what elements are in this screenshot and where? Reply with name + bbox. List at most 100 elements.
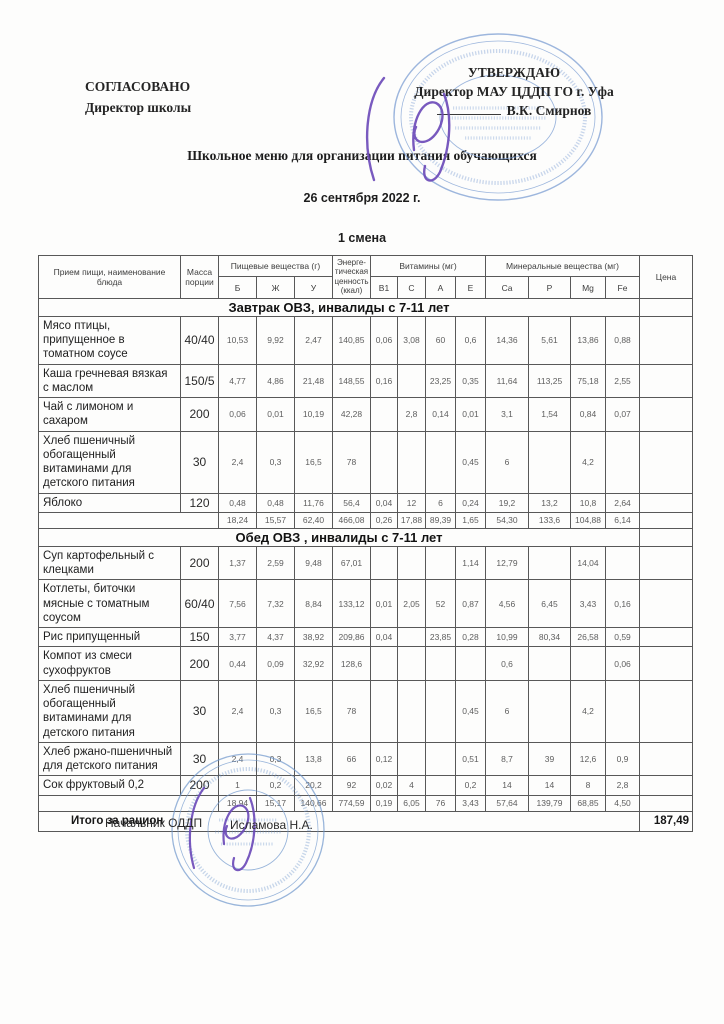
menu-row: Мясо птицы, припущенное в томатном соусе… bbox=[38, 315, 694, 365]
section-title: Завтрак ОВЗ, инвалиды с 7-11 лет bbox=[37, 297, 641, 317]
value-cell: 2,47 bbox=[294, 315, 333, 365]
value-cell: 10,8 bbox=[570, 492, 606, 513]
total-value: 139,79 bbox=[528, 794, 571, 812]
footer-name: Исламова Н.А. bbox=[230, 818, 313, 832]
price-cell bbox=[639, 315, 694, 365]
value-cell: 6 bbox=[425, 492, 456, 513]
portion-mass: 120 bbox=[180, 492, 219, 513]
section-title: Обед ОВЗ , инвалиды с 7-11 лет bbox=[37, 527, 641, 547]
total-value: 6,14 bbox=[604, 511, 641, 529]
total-value: 0,26 bbox=[370, 511, 398, 529]
dish-name: Сок фруктовый 0,2 bbox=[38, 775, 181, 796]
value-cell: 78 bbox=[332, 430, 371, 494]
value-cell: 128,6 bbox=[332, 646, 371, 681]
total-value: 68,85 bbox=[570, 794, 606, 812]
value-cell: 0,51 bbox=[455, 741, 486, 777]
value-cell bbox=[528, 646, 571, 681]
col-header-price: Цена bbox=[639, 255, 694, 299]
value-cell: 60 bbox=[425, 315, 456, 365]
value-cell: 80,34 bbox=[528, 626, 571, 648]
value-cell: 16,5 bbox=[294, 679, 333, 743]
value-cell: 6 bbox=[485, 679, 529, 743]
total-value: 18,24 bbox=[218, 511, 257, 529]
approved-signer-line: В.К. Смирнов bbox=[376, 101, 652, 120]
total-value: 17,88 bbox=[397, 511, 426, 529]
value-cell: 4 bbox=[397, 775, 426, 796]
totals-spacer bbox=[38, 511, 219, 529]
portion-mass: 200 bbox=[180, 646, 219, 681]
value-cell: 0,09 bbox=[256, 646, 295, 681]
portion-mass: 200 bbox=[180, 545, 219, 581]
value-cell bbox=[370, 679, 398, 743]
value-cell: 0,3 bbox=[256, 430, 295, 494]
value-cell: 0,16 bbox=[604, 579, 641, 628]
price-cell bbox=[639, 545, 694, 581]
value-cell: 0,06 bbox=[370, 315, 398, 365]
value-cell: 10,99 bbox=[485, 626, 529, 648]
col-header-energy: Энерге-тическая ценность (ккал) bbox=[332, 255, 371, 299]
portion-mass: 30 bbox=[180, 430, 219, 494]
value-cell: 0,44 bbox=[218, 646, 257, 681]
value-cell: 0,9 bbox=[604, 741, 641, 777]
total-value: 54,30 bbox=[485, 511, 529, 529]
portion-mass: 60/40 bbox=[180, 579, 219, 628]
menu-row: Яблоко 120 0,48 0,48 11,76 56,4 0,04 12 6 0,24 19,… bbox=[38, 492, 694, 513]
value-cell: 0,04 bbox=[370, 626, 398, 648]
col-header-c: C bbox=[397, 276, 426, 299]
col-header-e: E bbox=[455, 276, 486, 299]
value-cell: 11,64 bbox=[485, 363, 529, 398]
menu-row: Хлеб пшеничный обогащенный витаминами дл… bbox=[38, 430, 694, 494]
total-value: 4,50 bbox=[604, 794, 641, 812]
agreed-block: СОГЛАСОВАНО Директор школы bbox=[85, 76, 191, 118]
value-cell: 16,5 bbox=[294, 430, 333, 494]
approved-signer: В.К. Смирнов bbox=[506, 103, 592, 118]
value-cell: 23,85 bbox=[425, 626, 456, 648]
col-header-a: A bbox=[425, 276, 456, 299]
shift-label: 1 смена bbox=[337, 231, 387, 245]
value-cell bbox=[455, 646, 486, 681]
portion-mass: 150 bbox=[180, 626, 219, 648]
value-cell bbox=[604, 679, 641, 743]
value-cell: 14,36 bbox=[485, 315, 529, 365]
value-cell: 11,76 bbox=[294, 492, 333, 513]
col-header-fe: Fe bbox=[604, 276, 641, 299]
value-cell: 12 bbox=[397, 492, 426, 513]
round-stamp-bottom-icon bbox=[171, 753, 325, 907]
price-cell bbox=[639, 646, 694, 681]
table-header: Прием пищи, наименование блюда Масса пор… bbox=[38, 254, 694, 299]
price-cell bbox=[639, 511, 694, 529]
value-cell: 1,54 bbox=[528, 397, 571, 432]
value-cell: 3,1 bbox=[485, 397, 529, 432]
portion-mass: 30 bbox=[180, 741, 219, 777]
section-header-row: Завтрак ОВЗ, инвалиды с 7-11 лет bbox=[37, 297, 694, 317]
dish-name: Яблоко bbox=[38, 492, 181, 513]
value-cell: 3,77 bbox=[218, 626, 257, 648]
value-cell bbox=[528, 679, 571, 743]
value-cell: 78 bbox=[332, 679, 371, 743]
value-cell bbox=[370, 430, 398, 494]
value-cell: 0,45 bbox=[455, 679, 486, 743]
value-cell: 0,24 bbox=[455, 492, 486, 513]
dish-name: Хлеб ржано-пшеничный для детского питани… bbox=[38, 741, 181, 777]
value-cell: 6,45 bbox=[528, 579, 571, 628]
value-cell: 42,28 bbox=[332, 397, 371, 432]
value-cell: 0,07 bbox=[604, 397, 641, 432]
value-cell: 0,01 bbox=[256, 397, 295, 432]
ration-total-row: Итого за рацион 187,49 bbox=[37, 810, 694, 832]
value-cell: 2,55 bbox=[604, 363, 641, 398]
value-cell: 75,18 bbox=[570, 363, 606, 398]
value-cell: 67,01 bbox=[332, 545, 371, 581]
ration-total-price: 187,49 bbox=[639, 810, 694, 832]
value-cell: 10,19 bbox=[294, 397, 333, 432]
col-header-p: P bbox=[528, 276, 571, 299]
total-value: 1,65 bbox=[455, 511, 486, 529]
total-value: 6,05 bbox=[397, 794, 426, 812]
ration-total-label: Итого за рацион bbox=[37, 810, 641, 832]
value-cell: 5,61 bbox=[528, 315, 571, 365]
dish-name: Чай с лимоном и сахаром bbox=[38, 397, 181, 432]
value-cell: 0,06 bbox=[604, 646, 641, 681]
price-cell bbox=[639, 626, 694, 648]
total-value: 0,19 bbox=[370, 794, 398, 812]
col-header-dish: Прием пищи, наименование блюда bbox=[38, 255, 181, 299]
